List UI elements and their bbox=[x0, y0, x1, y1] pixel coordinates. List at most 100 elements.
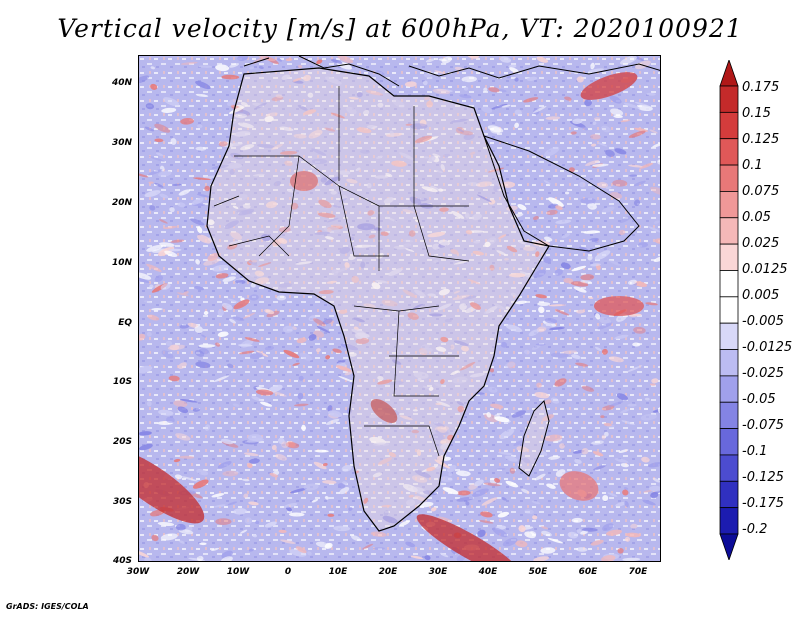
map-title: Vertical velocity [m/s] at 600hPa, VT: 2… bbox=[57, 14, 743, 43]
velocity-speckle bbox=[256, 144, 275, 149]
velocity-speckle bbox=[476, 181, 493, 188]
velocity-speckle bbox=[561, 233, 571, 239]
velocity-speckle bbox=[271, 444, 277, 451]
velocity-speckle bbox=[292, 77, 302, 82]
velocity-speckle bbox=[376, 155, 383, 159]
velocity-speckle bbox=[154, 138, 164, 143]
velocity-speckle bbox=[628, 130, 646, 138]
velocity-speckle bbox=[505, 306, 510, 310]
velocity-speckle bbox=[417, 377, 422, 382]
velocity-speckle bbox=[322, 480, 337, 485]
velocity-speckle bbox=[624, 536, 631, 542]
velocity-speckle bbox=[450, 249, 459, 255]
velocity-speckle bbox=[139, 333, 146, 341]
velocity-speckle bbox=[534, 473, 546, 481]
velocity-speckle bbox=[335, 365, 352, 372]
velocity-speckle bbox=[650, 186, 660, 196]
velocity-speckle bbox=[486, 412, 492, 418]
velocity-speckle bbox=[170, 239, 185, 243]
velocity-speckle bbox=[546, 483, 556, 489]
velocity-speckle bbox=[544, 317, 558, 324]
velocity-speckle bbox=[494, 416, 510, 423]
velocity-speckle bbox=[271, 96, 284, 101]
velocity-speckle bbox=[282, 325, 294, 333]
velocity-speckle bbox=[584, 99, 592, 107]
velocity-speckle bbox=[407, 312, 419, 320]
velocity-speckle bbox=[456, 496, 474, 502]
velocity-speckle bbox=[533, 556, 550, 561]
velocity-speckle bbox=[456, 554, 465, 561]
velocity-speckle bbox=[278, 226, 291, 233]
velocity-speckle bbox=[392, 99, 405, 108]
velocity-speckle bbox=[175, 523, 186, 531]
velocity-speckle bbox=[272, 391, 287, 397]
velocity-speckle bbox=[555, 309, 570, 316]
velocity-speckle bbox=[619, 229, 626, 236]
velocity-speckle bbox=[614, 334, 629, 340]
velocity-speckle bbox=[459, 303, 467, 311]
velocity-speckle bbox=[533, 108, 540, 115]
velocity-speckle bbox=[537, 301, 551, 307]
velocity-speckle bbox=[195, 93, 209, 97]
velocity-speckle bbox=[440, 336, 449, 343]
velocity-speckle bbox=[251, 396, 262, 402]
velocity-speckle bbox=[308, 315, 317, 322]
velocity-speckle bbox=[538, 306, 545, 314]
velocity-speckle bbox=[643, 490, 652, 493]
velocity-speckle bbox=[633, 180, 646, 187]
velocity-speckle bbox=[544, 434, 563, 442]
velocity-speckle bbox=[614, 148, 627, 155]
velocity-speckle bbox=[308, 129, 323, 139]
velocity-speckle bbox=[626, 365, 643, 373]
velocity-speckle bbox=[376, 69, 385, 76]
velocity-speckle bbox=[548, 197, 564, 207]
velocity-speckle bbox=[493, 185, 499, 192]
velocity-speckle bbox=[580, 274, 595, 281]
velocity-speckle bbox=[139, 443, 153, 451]
velocity-speckle bbox=[622, 557, 641, 561]
arabia-outline bbox=[483, 135, 640, 252]
lat-label-20s: 20S bbox=[112, 437, 132, 447]
velocity-speckle bbox=[158, 409, 174, 416]
velocity-speckle bbox=[255, 520, 260, 525]
velocity-speckle bbox=[543, 180, 551, 185]
velocity-field bbox=[139, 56, 660, 561]
velocity-speckle bbox=[539, 450, 548, 456]
velocity-speckle bbox=[159, 193, 169, 199]
velocity-speckle bbox=[382, 515, 398, 524]
colorbar-label-015: 0.15 bbox=[742, 106, 771, 121]
velocity-speckle bbox=[435, 401, 451, 407]
velocity-speckle bbox=[399, 152, 415, 161]
velocity-speckle bbox=[653, 256, 660, 262]
velocity-speckle bbox=[362, 109, 370, 116]
velocity-speckle bbox=[180, 117, 194, 125]
velocity-speckle bbox=[493, 414, 500, 420]
velocity-speckle bbox=[426, 100, 434, 108]
madagascar-outline bbox=[518, 400, 550, 477]
velocity-speckle bbox=[158, 242, 175, 247]
velocity-speckle bbox=[354, 244, 372, 248]
velocity-speckle bbox=[580, 279, 592, 284]
velocity-speckle bbox=[315, 408, 321, 412]
velocity-speckle bbox=[614, 458, 629, 463]
velocity-speckle bbox=[324, 127, 336, 132]
velocity-speckle bbox=[608, 356, 624, 363]
velocity-speckle bbox=[356, 127, 372, 134]
velocity-speckle bbox=[191, 197, 204, 205]
velocity-speckle bbox=[435, 170, 443, 173]
velocity-speckle bbox=[442, 487, 459, 495]
colorbar-label-01: 0.1 bbox=[742, 158, 763, 173]
velocity-speckle bbox=[424, 96, 430, 101]
velocity-speckle bbox=[581, 126, 589, 131]
velocity-speckle bbox=[587, 255, 593, 261]
velocity-speckle bbox=[258, 66, 264, 69]
velocity-speckle bbox=[442, 153, 451, 158]
velocity-speckle bbox=[579, 181, 586, 188]
velocity-speckle bbox=[330, 190, 337, 195]
lon-label-0: 0 bbox=[284, 567, 292, 577]
velocity-speckle bbox=[608, 401, 624, 407]
velocity-speckle bbox=[143, 300, 152, 304]
country-borders bbox=[213, 86, 470, 457]
velocity-speckle bbox=[629, 174, 638, 177]
velocity-speckle bbox=[170, 138, 177, 145]
